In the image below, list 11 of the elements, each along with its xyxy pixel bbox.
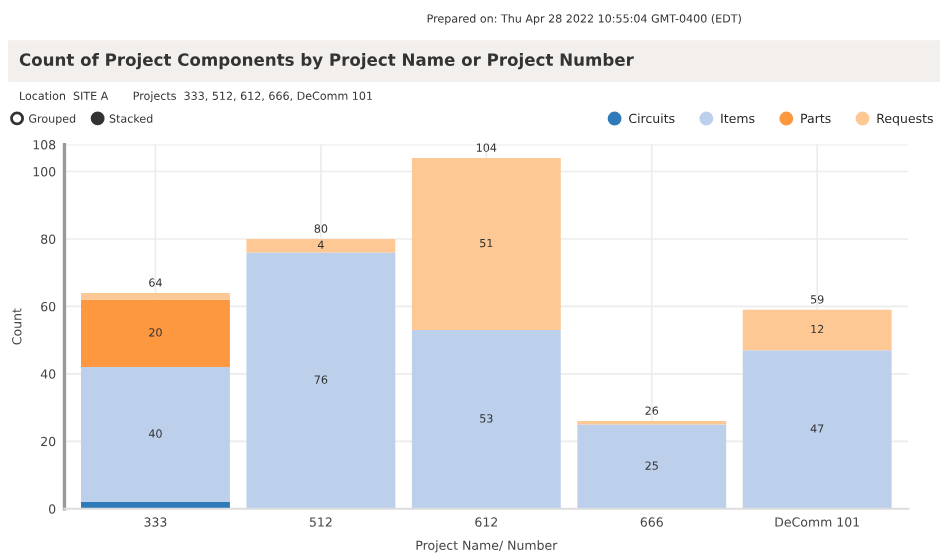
bar — [81, 299, 230, 368]
bar — [246, 238, 396, 253]
bar — [411, 158, 561, 331]
bar — [742, 309, 892, 351]
bar — [81, 367, 230, 502]
chart-title: Count of Project Components by Project Name or Project Number — [19, 53, 634, 70]
bar — [577, 424, 727, 509]
bar — [742, 350, 892, 509]
bar — [81, 292, 230, 300]
bar — [411, 330, 561, 509]
bar — [246, 252, 396, 509]
